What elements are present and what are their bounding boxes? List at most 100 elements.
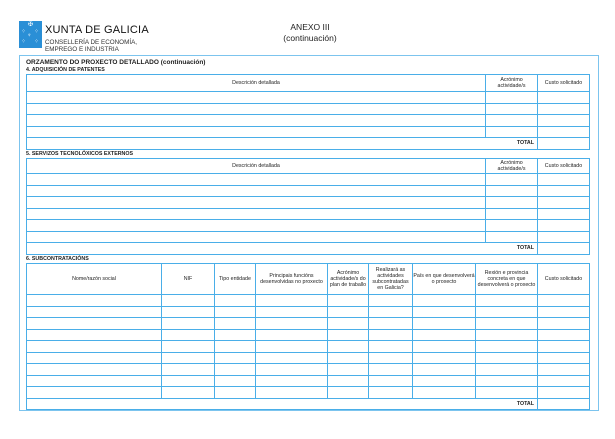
input-cell[interactable] <box>255 294 328 307</box>
input-cell[interactable] <box>26 317 162 330</box>
input-cell[interactable] <box>161 351 215 364</box>
input-cell[interactable] <box>485 207 538 220</box>
input-cell[interactable] <box>255 328 328 341</box>
input-cell[interactable] <box>475 328 538 341</box>
input-cell[interactable] <box>537 374 590 387</box>
input-cell[interactable] <box>255 317 328 330</box>
input-cell[interactable] <box>255 305 328 318</box>
input-cell[interactable] <box>412 317 476 330</box>
input-cell[interactable] <box>537 305 590 318</box>
input-cell[interactable] <box>368 363 413 376</box>
input-cell[interactable] <box>214 305 256 318</box>
input-cell[interactable] <box>485 219 538 232</box>
input-cell[interactable] <box>161 340 215 353</box>
input-cell[interactable] <box>255 351 328 364</box>
input-cell[interactable] <box>368 328 413 341</box>
input-cell[interactable] <box>485 125 538 138</box>
input-cell[interactable] <box>368 351 413 364</box>
input-cell[interactable] <box>537 294 590 307</box>
input-cell[interactable] <box>537 102 590 115</box>
input-cell[interactable] <box>475 363 538 376</box>
input-cell[interactable] <box>214 294 256 307</box>
input-cell[interactable] <box>26 91 486 104</box>
input-cell[interactable] <box>327 294 369 307</box>
input-cell[interactable] <box>327 374 369 387</box>
input-cell[interactable] <box>475 340 538 353</box>
input-cell[interactable] <box>537 184 590 197</box>
input-cell[interactable] <box>537 219 590 232</box>
input-cell[interactable] <box>412 340 476 353</box>
input-cell[interactable] <box>214 351 256 364</box>
input-cell[interactable] <box>26 219 486 232</box>
input-cell[interactable] <box>537 207 590 220</box>
input-cell[interactable] <box>475 294 538 307</box>
input-cell[interactable] <box>327 363 369 376</box>
input-cell[interactable] <box>26 363 162 376</box>
input-cell[interactable] <box>26 305 162 318</box>
input-cell[interactable] <box>214 328 256 341</box>
total-value-cell[interactable] <box>537 397 590 410</box>
input-cell[interactable] <box>26 230 486 243</box>
input-cell[interactable] <box>537 173 590 186</box>
input-cell[interactable] <box>214 340 256 353</box>
input-cell[interactable] <box>26 340 162 353</box>
input-cell[interactable] <box>412 351 476 364</box>
input-cell[interactable] <box>537 114 590 127</box>
input-cell[interactable] <box>537 386 590 399</box>
input-cell[interactable] <box>214 386 256 399</box>
input-cell[interactable] <box>537 328 590 341</box>
input-cell[interactable] <box>485 184 538 197</box>
input-cell[interactable] <box>327 328 369 341</box>
input-cell[interactable] <box>412 374 476 387</box>
input-cell[interactable] <box>368 317 413 330</box>
total-value-cell[interactable] <box>537 137 590 150</box>
input-cell[interactable] <box>537 351 590 364</box>
input-cell[interactable] <box>475 374 538 387</box>
input-cell[interactable] <box>475 351 538 364</box>
input-cell[interactable] <box>26 114 486 127</box>
input-cell[interactable] <box>26 196 486 209</box>
input-cell[interactable] <box>485 102 538 115</box>
input-cell[interactable] <box>368 294 413 307</box>
input-cell[interactable] <box>327 340 369 353</box>
input-cell[interactable] <box>161 363 215 376</box>
input-cell[interactable] <box>537 363 590 376</box>
input-cell[interactable] <box>327 305 369 318</box>
input-cell[interactable] <box>485 196 538 209</box>
input-cell[interactable] <box>161 374 215 387</box>
input-cell[interactable] <box>161 294 215 307</box>
input-cell[interactable] <box>412 363 476 376</box>
input-cell[interactable] <box>537 196 590 209</box>
input-cell[interactable] <box>412 386 476 399</box>
input-cell[interactable] <box>26 328 162 341</box>
input-cell[interactable] <box>255 374 328 387</box>
input-cell[interactable] <box>485 91 538 104</box>
input-cell[interactable] <box>327 317 369 330</box>
input-cell[interactable] <box>412 305 476 318</box>
input-cell[interactable] <box>161 328 215 341</box>
input-cell[interactable] <box>368 374 413 387</box>
input-cell[interactable] <box>161 386 215 399</box>
total-value-cell[interactable] <box>537 242 590 255</box>
input-cell[interactable] <box>412 294 476 307</box>
input-cell[interactable] <box>214 374 256 387</box>
input-cell[interactable] <box>26 386 162 399</box>
input-cell[interactable] <box>368 305 413 318</box>
input-cell[interactable] <box>255 340 328 353</box>
input-cell[interactable] <box>161 305 215 318</box>
input-cell[interactable] <box>475 317 538 330</box>
input-cell[interactable] <box>368 386 413 399</box>
input-cell[interactable] <box>537 91 590 104</box>
input-cell[interactable] <box>475 305 538 318</box>
input-cell[interactable] <box>214 363 256 376</box>
input-cell[interactable] <box>537 317 590 330</box>
input-cell[interactable] <box>475 386 538 399</box>
input-cell[interactable] <box>255 386 328 399</box>
input-cell[interactable] <box>161 317 215 330</box>
input-cell[interactable] <box>485 114 538 127</box>
input-cell[interactable] <box>255 363 328 376</box>
input-cell[interactable] <box>214 317 256 330</box>
input-cell[interactable] <box>26 125 486 138</box>
input-cell[interactable] <box>26 351 162 364</box>
input-cell[interactable] <box>26 173 486 186</box>
